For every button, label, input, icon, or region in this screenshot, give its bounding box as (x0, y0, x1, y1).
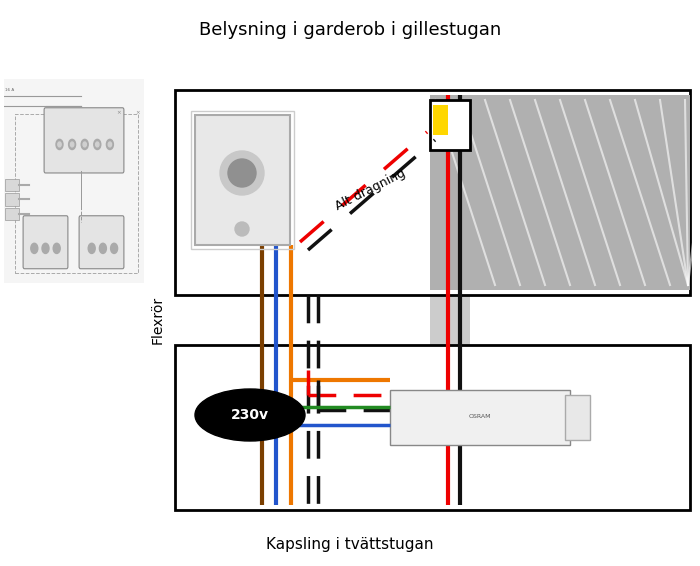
Bar (5, 208, 19, 220)
Circle shape (220, 151, 264, 195)
Text: ×: × (116, 110, 120, 115)
Circle shape (53, 243, 60, 254)
Bar (15, 114, 138, 273)
Circle shape (56, 139, 63, 149)
Bar (195, 115, 290, 245)
Bar (565, 395, 590, 440)
Bar (191, 111, 294, 249)
Text: Alt dragning: Alt dragning (332, 167, 407, 213)
Ellipse shape (195, 389, 305, 441)
Text: Flexrör: Flexrör (151, 296, 165, 344)
Text: Belysning i garderob i gillestugan: Belysning i garderob i gillestugan (199, 21, 501, 39)
Circle shape (42, 243, 49, 254)
Circle shape (83, 142, 86, 147)
Circle shape (111, 243, 118, 254)
Circle shape (71, 142, 74, 147)
Bar (430, 100, 470, 150)
Circle shape (228, 159, 256, 187)
Bar (5, 194, 19, 205)
Bar (175, 345, 690, 510)
FancyBboxPatch shape (23, 216, 68, 269)
Text: 16 A: 16 A (5, 88, 14, 92)
Circle shape (69, 139, 76, 149)
Circle shape (31, 243, 38, 254)
Text: 230v: 230v (231, 408, 269, 422)
Bar (390, 390, 570, 445)
Text: OSRAM: OSRAM (469, 414, 491, 419)
Circle shape (235, 222, 249, 236)
Circle shape (96, 142, 99, 147)
FancyBboxPatch shape (44, 108, 124, 173)
Circle shape (106, 139, 113, 149)
Text: ×: × (136, 110, 140, 115)
Circle shape (108, 142, 111, 147)
Text: Kapsling i tvättstugan: Kapsling i tvättstugan (266, 538, 434, 552)
Bar (433, 105, 448, 135)
Circle shape (99, 243, 106, 254)
Circle shape (58, 142, 61, 147)
Bar (430, 90, 470, 510)
Bar (175, 90, 690, 295)
Circle shape (94, 139, 101, 149)
Bar (5, 179, 19, 191)
FancyBboxPatch shape (79, 216, 124, 269)
Circle shape (88, 243, 95, 254)
Circle shape (81, 139, 88, 149)
Bar (430, 95, 690, 290)
